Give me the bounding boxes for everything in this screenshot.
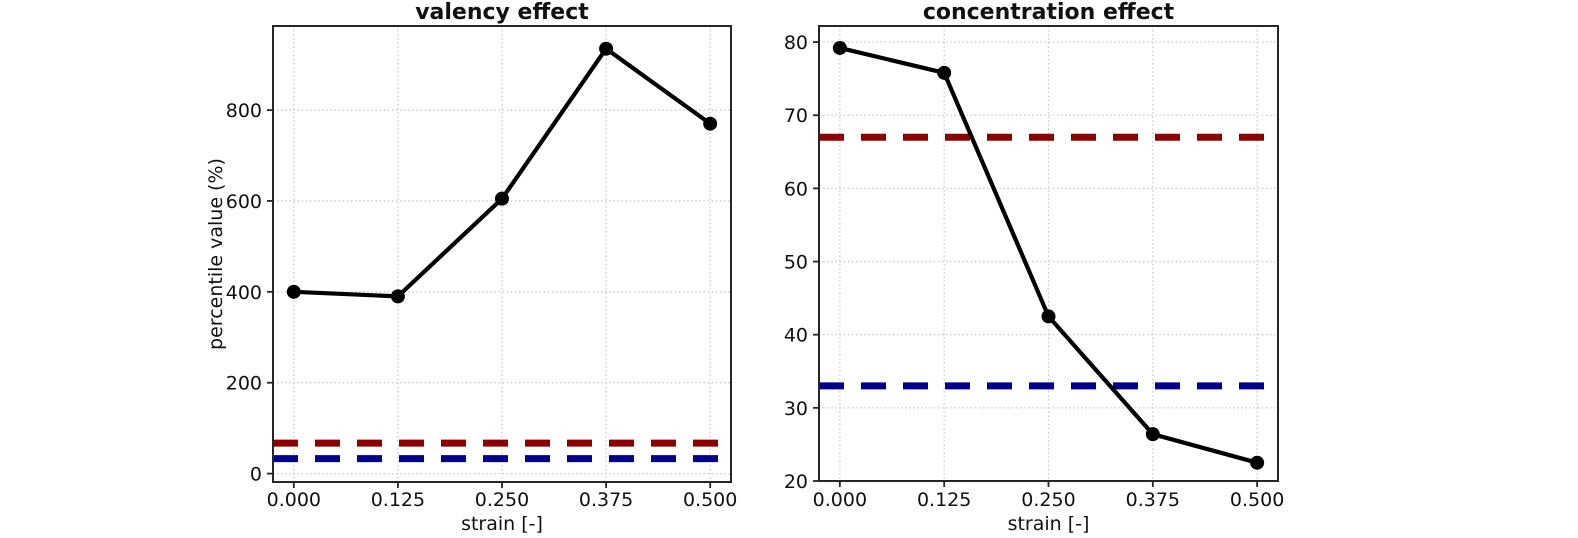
y-tick-label: 0 (250, 464, 262, 486)
data-point (390, 289, 405, 304)
y-tick-label: 80 (784, 32, 808, 54)
chart-title: concentration effect (923, 0, 1175, 25)
x-tick-label: 0.500 (683, 489, 737, 511)
x-tick-label: 0.375 (1126, 489, 1180, 511)
data-point (286, 284, 301, 299)
y-tick-label: 400 (226, 282, 262, 304)
x-tick-label: 0.125 (917, 489, 971, 511)
chart-title: valency effect (415, 0, 589, 25)
data-point (1250, 455, 1265, 470)
valency-effect-chart: 0.000 0.125 0.250 0.375 0.500 0 200 400 600 800 va… (205, 0, 737, 535)
y-tick-label: 20 (784, 471, 808, 493)
plot-border (272, 25, 732, 483)
x-axis-label: strain [-] (461, 513, 543, 535)
x-tick-label: 0.375 (579, 489, 633, 511)
x-tick-label: 0.250 (475, 489, 529, 511)
y-tick-label: 200 (226, 373, 262, 395)
data-point (495, 191, 509, 206)
y-tick-label: 40 (784, 325, 808, 347)
y-tick-label: 600 (226, 191, 262, 213)
x-tick-label: 0.250 (1021, 489, 1075, 511)
y-tick-label: 60 (784, 178, 808, 200)
data-point (832, 40, 847, 55)
y-tick-label: 70 (784, 105, 808, 127)
data-line (291, 46, 713, 299)
x-axis-label: strain [-] (1008, 513, 1090, 535)
y-axis-label: percentile value (%) (205, 158, 227, 350)
y-tick-label: 50 (784, 252, 808, 274)
y-tick-label: 30 (784, 398, 808, 420)
x-tick-label: 0.000 (267, 489, 321, 511)
x-tick-label: 0.000 (813, 489, 867, 511)
y-tick-label: 800 (226, 100, 262, 122)
x-tick-label: 0.500 (1230, 489, 1284, 511)
concentration-effect-chart: 0.000 0.125 0.250 0.375 0.500 20 30 40 50 60 70 80 c… (784, 0, 1285, 535)
data-point (937, 65, 952, 80)
x-tick-label: 0.125 (371, 489, 425, 511)
data-point (599, 41, 614, 56)
data-point (1145, 427, 1160, 442)
data-point (1041, 309, 1056, 324)
data-point (703, 116, 718, 131)
